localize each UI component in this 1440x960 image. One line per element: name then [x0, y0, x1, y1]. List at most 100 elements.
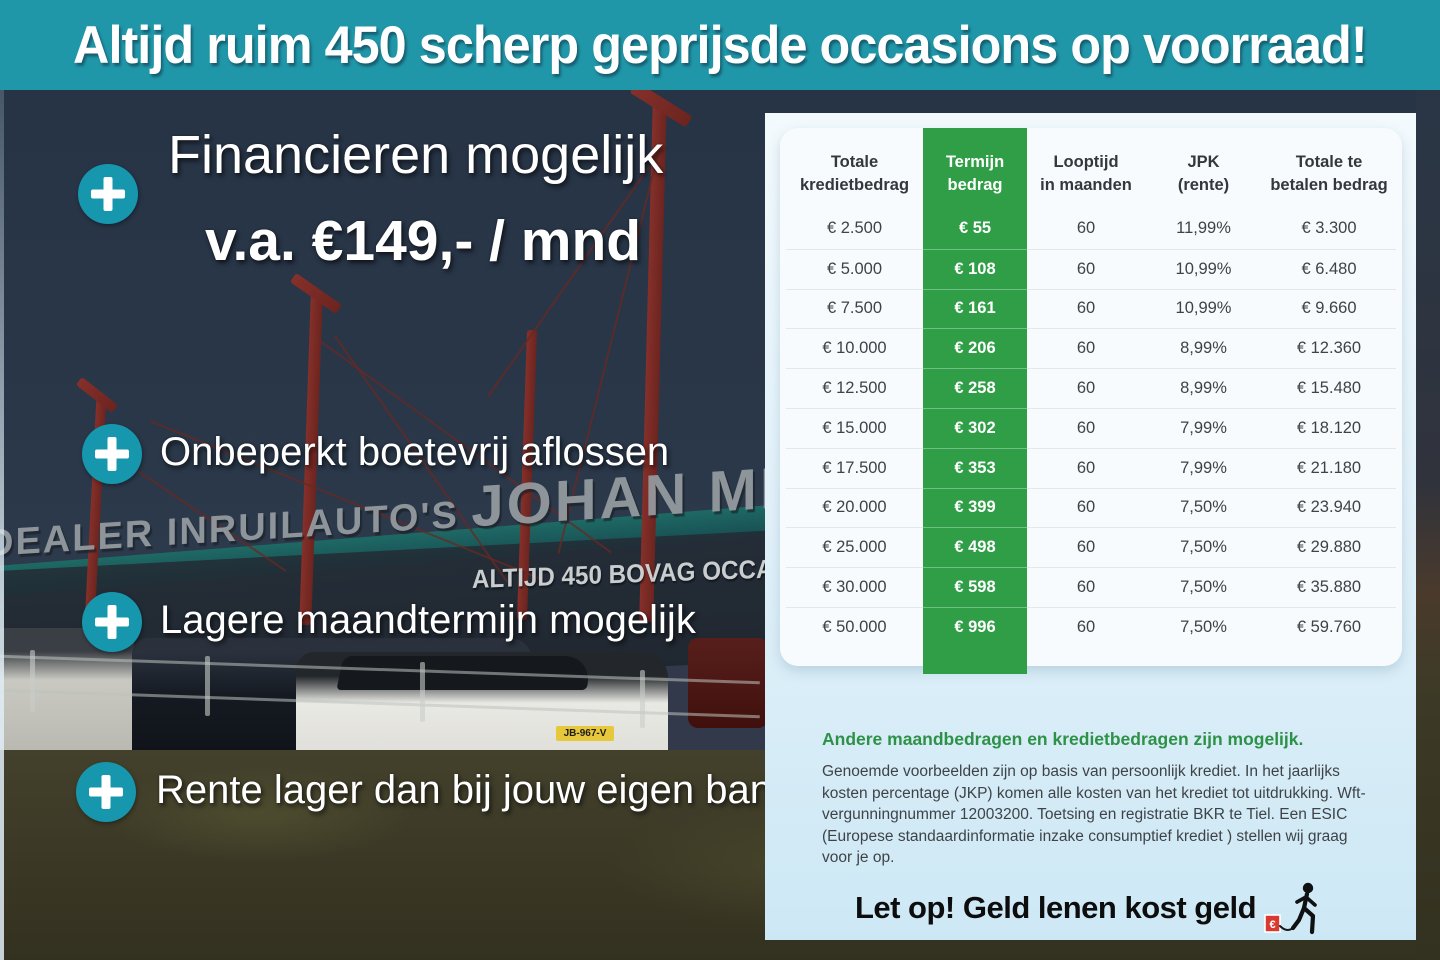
table-cell: 60: [1027, 328, 1145, 368]
table-row: € 12.500 € 258 60 8,99% € 15.480: [786, 368, 1396, 408]
table-cell: € 598: [923, 567, 1027, 607]
plus-icon: [78, 164, 138, 224]
table-cell: € 10.000: [786, 328, 923, 368]
header-line: (rente): [1177, 176, 1230, 194]
table-cell: 60: [1027, 487, 1145, 528]
table-cell: 60: [1027, 368, 1145, 408]
header-line: betalen bedrag: [1270, 176, 1388, 194]
table-cell: € 7.500: [786, 288, 923, 329]
table-cell: € 59.760: [1262, 607, 1396, 647]
table-cell: € 12.500: [786, 368, 923, 408]
table-cell: € 23.940: [1262, 487, 1396, 528]
header-line: in maanden: [1040, 176, 1132, 194]
bullet-label: Rente lager dan bij jouw eigen bank: [156, 768, 792, 812]
table-header-row: Totale kredietbedrag Termijn bedrag Looptijd…: [786, 140, 1396, 208]
table-cell: € 161: [923, 288, 1027, 329]
table-row: € 5.000 € 108 60 10,99% € 6.480: [786, 248, 1396, 289]
table-cell: 10,99%: [1145, 288, 1262, 329]
table-row: € 7.500 € 161 60 10,99% € 9.660: [786, 288, 1396, 329]
table-cell: 8,99%: [1145, 368, 1262, 408]
table-cell: 60: [1027, 567, 1145, 607]
table-cell: € 353: [923, 447, 1027, 488]
table-cell: € 15.480: [1262, 368, 1396, 408]
header-cell: Totale te betalen bedrag: [1262, 140, 1396, 208]
table-cell: € 302: [923, 408, 1027, 448]
bullet-label: Lagere maandtermijn mogelijk: [160, 598, 696, 642]
table-cell: € 996: [923, 607, 1027, 647]
header-line: Totale: [830, 153, 879, 171]
plus-icon: [76, 762, 136, 822]
table-cell: 7,50%: [1145, 527, 1262, 567]
table-cell: € 9.660: [1262, 288, 1396, 329]
header-cell: Looptijd in maanden: [1027, 140, 1145, 208]
right-edge-photo-sliver: [1416, 90, 1440, 960]
suv-license-plate-text: JB-967-V: [556, 726, 614, 741]
table-cell: € 206: [923, 328, 1027, 368]
table-cell: 7,50%: [1145, 607, 1262, 647]
table-cell: € 35.880: [1262, 567, 1396, 607]
table-cell: 11,99%: [1176, 219, 1231, 238]
table-cell: 60: [1027, 408, 1145, 448]
promo-price-line: v.a. €149,- / mnd: [205, 209, 642, 273]
table-cell: 60: [1027, 447, 1145, 488]
loan-warning-text: Let op! Geld lenen kost geld: [854, 890, 1257, 925]
table-row: € 2.500 € 55 60 11,99% € 3.300: [786, 209, 1396, 249]
header-cell: Totale kredietbedrag: [786, 140, 923, 208]
header-line: Looptijd: [1053, 153, 1119, 171]
header-cell: Termijn bedrag: [923, 140, 1027, 208]
table-row: € 10.000 € 206 60 8,99% € 12.360: [786, 328, 1396, 368]
table-cell: € 29.880: [1262, 527, 1396, 567]
header-line: Termijn: [945, 153, 1005, 171]
table-cell: € 2.500: [826, 219, 883, 238]
table-cell: € 17.500: [786, 447, 923, 488]
table-cell: 10,99%: [1145, 248, 1262, 289]
finance-table-card: Totale kredietbedrag Termijn bedrag Looptijd…: [780, 128, 1402, 674]
table-cell: 7,99%: [1145, 447, 1262, 488]
table-row: € 30.000 € 598 60 7,50% € 35.880: [786, 567, 1396, 607]
table-cell: € 55: [958, 219, 992, 238]
table-cell: 60: [1027, 288, 1145, 329]
fence-post: [420, 662, 425, 722]
loan-warning-row: Let op! Geld lenen kost geld €: [775, 878, 1406, 938]
table-cell: € 498: [923, 527, 1027, 567]
bullet-label: Onbeperkt boetevrij aflossen: [160, 430, 670, 474]
table-cell: € 399: [923, 487, 1027, 528]
header-line: JPK: [1187, 153, 1220, 171]
walking-man-icon: €: [1264, 882, 1317, 935]
left-edge-strip: [0, 90, 4, 960]
svg-text:€: €: [1269, 919, 1275, 931]
table-cell: € 258: [923, 368, 1027, 408]
header-line: Totale te: [1295, 153, 1363, 171]
header-line: kredietbedrag: [799, 176, 910, 194]
table-cell: 7,99%: [1145, 408, 1262, 448]
table-cell: € 12.360: [1262, 328, 1396, 368]
table-cell: 60: [1027, 248, 1145, 289]
table-cell: € 30.000: [786, 567, 923, 607]
table-cell: € 3.300: [1301, 219, 1357, 238]
header-cell: JPK (rente): [1145, 140, 1262, 208]
table-cell: 60: [1027, 527, 1145, 567]
table-row: € 17.500 € 353 60 7,99% € 21.180: [786, 447, 1396, 488]
table-cell: 60: [1076, 219, 1096, 238]
top-banner: Altijd ruim 450 scherp geprijsde occasio…: [0, 0, 1440, 90]
table-cell: 8,99%: [1145, 328, 1262, 368]
table-cell: € 108: [923, 248, 1027, 289]
fence-post: [205, 656, 210, 716]
table-row: € 25.000 € 498 60 7,50% € 29.880: [786, 527, 1396, 567]
highlight-column: [923, 128, 1027, 674]
table-cell: € 50.000: [786, 607, 923, 647]
table-row: € 15.000 € 302 60 7,99% € 18.120: [786, 408, 1396, 448]
disclaimer-highlight: Andere maandbedragen en kredietbedragen …: [822, 729, 1304, 749]
loan-warning-icon: €: [1264, 881, 1326, 935]
table-cell: € 15.000: [786, 408, 923, 448]
header-line: bedrag: [947, 176, 1003, 194]
table-cell: € 21.180: [1262, 447, 1396, 488]
fence-post: [640, 670, 645, 728]
table-cell: 7,50%: [1145, 487, 1262, 528]
table-cell: € 20.000: [786, 487, 923, 528]
table-cell: € 18.120: [1262, 408, 1396, 448]
table-cell: 7,50%: [1145, 567, 1262, 607]
fence-post: [30, 650, 35, 712]
table-cell: € 25.000: [786, 527, 923, 567]
